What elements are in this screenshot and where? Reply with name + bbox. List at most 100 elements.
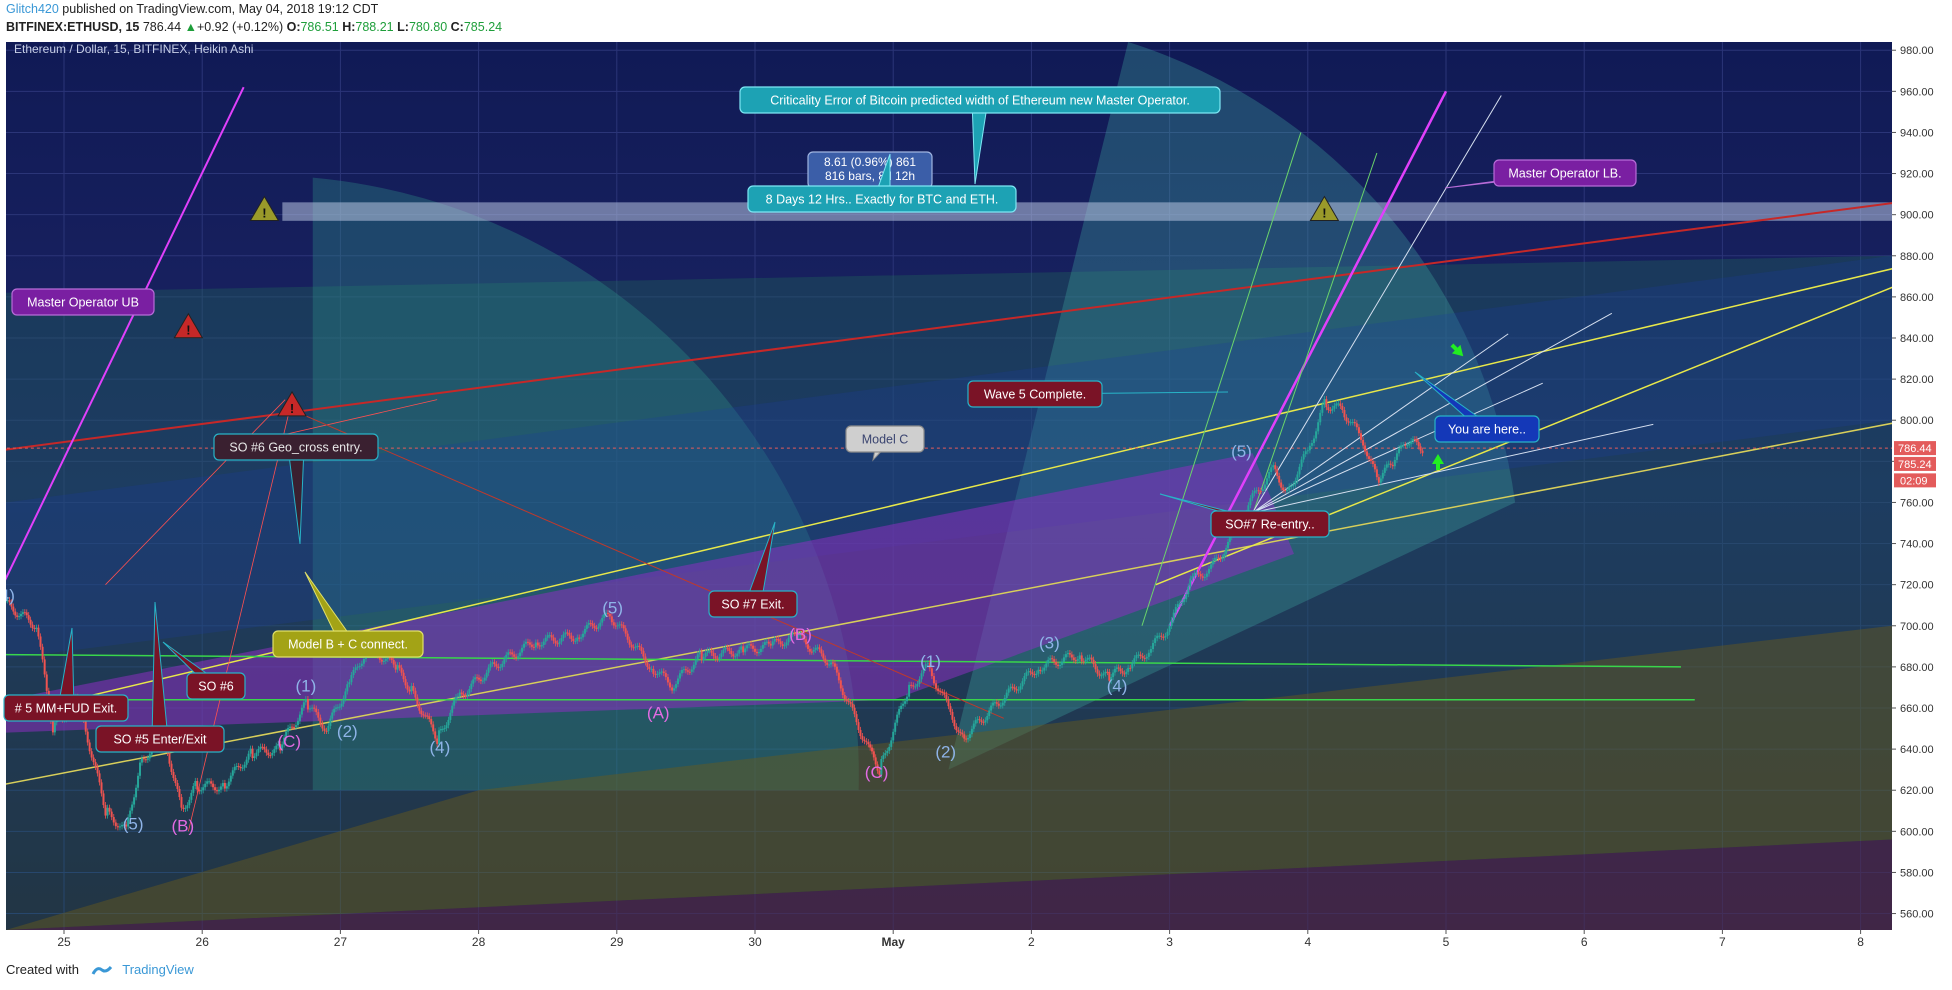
time-axis-label: 26 <box>196 935 210 949</box>
candle-body <box>660 671 663 673</box>
candle-body <box>53 722 56 733</box>
candle-body <box>1419 446 1422 451</box>
candle-body <box>1174 607 1177 613</box>
candle-body <box>1319 412 1322 423</box>
wave-label: (5) <box>1231 442 1252 461</box>
publisher-link[interactable]: Glitch420 <box>6 2 59 16</box>
candle-body <box>824 658 827 663</box>
callout-text: Wave 5 Complete. <box>984 388 1086 402</box>
candle-body <box>912 685 915 687</box>
candle-body <box>1045 663 1048 668</box>
candle-body <box>1329 410 1332 412</box>
candle-body <box>1227 541 1230 549</box>
candle-body <box>247 753 250 760</box>
candle-body <box>644 656 647 663</box>
candle-body <box>394 664 397 670</box>
candle-body <box>487 667 490 673</box>
tradingview-link[interactable]: TradingView <box>122 962 194 977</box>
candle-body <box>174 777 177 784</box>
candle-body <box>418 704 421 711</box>
callout-model-bc[interactable]: Model B + C connect. <box>272 571 424 658</box>
callout-text: Model B + C connect. <box>288 638 408 652</box>
callout-model-c[interactable]: Model C <box>845 425 925 462</box>
candle-body <box>1115 667 1118 669</box>
wave-label: (2) <box>337 722 358 741</box>
candle-body <box>354 667 357 670</box>
callout-wave5[interactable]: Wave 5 Complete. <box>967 380 1229 408</box>
candle-body <box>863 739 866 742</box>
candle-body <box>1321 404 1324 413</box>
candle-body <box>1013 687 1016 690</box>
callout-mo-ub[interactable]: Master Operator UB <box>11 288 155 316</box>
candle-body <box>460 692 463 695</box>
candle-body <box>1168 625 1171 632</box>
candle-body <box>843 695 846 700</box>
candle-body <box>564 632 567 635</box>
candle-body <box>1023 676 1026 682</box>
callout-mo-lb[interactable]: Master Operator LB. <box>1444 159 1637 189</box>
callout-so5[interactable]: SO #5 Enter/Exit <box>95 601 225 753</box>
time-axis-label: 29 <box>610 935 624 949</box>
callout-box <box>11 288 155 316</box>
candle-body <box>3 601 5 602</box>
candle-body <box>129 810 132 818</box>
price-axis-label: 720.00 <box>1900 580 1934 592</box>
candle-body <box>261 746 264 748</box>
candle-body <box>1152 642 1155 650</box>
candle-body <box>888 746 891 751</box>
callout-text: SO #5 Enter/Exit <box>113 733 207 747</box>
candle-body <box>924 664 927 668</box>
candle-body <box>1310 443 1313 446</box>
time-axis-label: 30 <box>748 935 762 949</box>
candle-body <box>180 797 183 808</box>
candle-body <box>424 715 427 717</box>
callout-so7-reentry[interactable]: SO#7 Re-entry.. <box>1159 493 1330 538</box>
candle-body <box>1282 487 1285 491</box>
callout-so6[interactable]: SO #6 <box>162 641 246 700</box>
candle-body <box>513 654 516 657</box>
candle-body <box>20 613 23 617</box>
candle-body <box>18 616 21 618</box>
candle-body <box>1335 403 1338 406</box>
price-chart[interactable]: !!!!(4)(5)(A)(B)(C)(1)(2)(3)(4)(5)(A)(B)… <box>0 42 1952 954</box>
candle-body <box>1395 453 1398 460</box>
red-trend-line <box>6 202 1892 451</box>
candle-body <box>906 696 909 702</box>
candle-body <box>892 731 895 741</box>
candle-body <box>144 759 147 761</box>
candle-body <box>200 790 203 792</box>
callout-so6-geo[interactable]: SO #6 Geo_cross entry. <box>213 433 379 545</box>
candle-body <box>748 644 751 646</box>
callout-mm-fud[interactable]: # 5 MM+FUD Exit. <box>3 627 129 722</box>
candle-body <box>576 637 579 641</box>
candle-body <box>620 624 623 626</box>
candle-body <box>378 655 381 660</box>
candle-body <box>926 663 929 665</box>
candle-body <box>176 783 179 789</box>
candle-body <box>920 673 923 680</box>
candle-body <box>406 685 409 690</box>
candle-body <box>1043 667 1046 671</box>
white-projection-line <box>1252 423 1654 514</box>
candle-body <box>1086 657 1089 660</box>
chart-area[interactable]: !!!!(4)(5)(A)(B)(C)(1)(2)(3)(4)(5)(A)(B)… <box>0 42 1952 954</box>
candle-body <box>1162 636 1165 638</box>
callout-criticality[interactable]: Criticality Error of Bitcoin predicted w… <box>739 86 1221 185</box>
candle-body <box>253 756 256 759</box>
candle-body <box>818 647 821 650</box>
candle-body <box>283 737 286 745</box>
price-axis-label: 860.00 <box>1900 292 1934 304</box>
callout-eight-days[interactable]: 8 Days 12 Hrs.. Exactly for BTC and ETH. <box>747 153 1017 213</box>
candle-body <box>196 780 199 790</box>
candle-body <box>140 758 143 763</box>
candle-body <box>1106 671 1109 673</box>
callout-you-here[interactable]: You are here.. <box>1414 371 1540 443</box>
callout-so7-exit[interactable]: SO #7 Exit. <box>708 521 798 618</box>
candle-body <box>1255 490 1258 492</box>
candle-body <box>851 703 854 708</box>
candle-body <box>1257 490 1260 492</box>
candle-body <box>1286 490 1289 492</box>
candle-body <box>335 707 338 709</box>
candle-body <box>1278 475 1281 483</box>
